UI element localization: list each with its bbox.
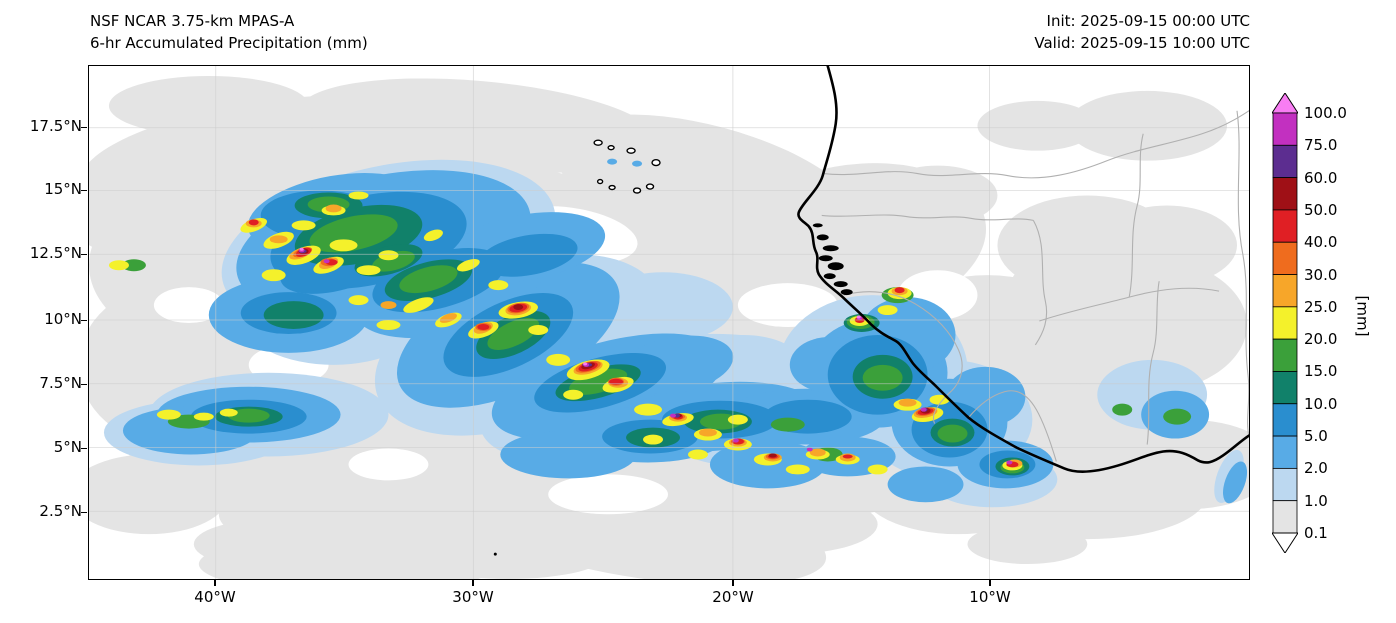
y-tick-label: 7.5°N bbox=[39, 374, 82, 392]
colorbar-tick-label: 0.1 bbox=[1304, 524, 1328, 542]
country-border bbox=[843, 291, 963, 424]
colorbar-tick-label: 1.0 bbox=[1304, 491, 1328, 510]
country-border bbox=[968, 390, 1057, 462]
y-tick-mark bbox=[81, 447, 87, 450]
graticule bbox=[89, 66, 1249, 579]
x-tick-label: 40°W bbox=[194, 588, 236, 606]
y-tick-label: 5°N bbox=[53, 438, 82, 456]
country-borders bbox=[821, 110, 1249, 462]
colorbar-segment bbox=[1272, 435, 1298, 469]
y-tick-label: 15°N bbox=[44, 180, 82, 198]
colorbar-under-arrow bbox=[1271, 532, 1299, 554]
colorbar-segment bbox=[1272, 403, 1298, 437]
coastline bbox=[797, 66, 1249, 473]
y-tick-mark bbox=[81, 189, 87, 192]
colorbar-svg bbox=[1271, 92, 1299, 554]
y-tick-mark bbox=[81, 383, 87, 386]
y-tick-mark bbox=[81, 126, 87, 129]
y-tick-mark bbox=[81, 511, 87, 514]
run-times: Init: 2025-09-15 00:00 UTC Valid: 2025-0… bbox=[1034, 10, 1250, 54]
x-tick-mark bbox=[732, 580, 734, 586]
small-island-dot bbox=[493, 552, 497, 556]
colorbar-segment bbox=[1272, 241, 1298, 275]
x-tick-label: 30°W bbox=[452, 588, 494, 606]
init-time: Init: 2025-09-15 00:00 UTC bbox=[1046, 12, 1250, 30]
precip-blobs bbox=[89, 75, 1249, 579]
colorbar-tick-label: 50.0 bbox=[1304, 200, 1338, 219]
colorbar-segment bbox=[1272, 112, 1298, 146]
country-border bbox=[1032, 220, 1048, 346]
colorbar-segment bbox=[1272, 144, 1298, 179]
colorbar bbox=[1271, 92, 1299, 555]
colorbar-segment bbox=[1272, 274, 1298, 308]
y-tick-label: 17.5°N bbox=[29, 117, 82, 135]
colorbar-over-arrow bbox=[1271, 92, 1299, 114]
variable-name: 6-hr Accumulated Precipitation (mm) bbox=[90, 34, 368, 52]
country-border bbox=[823, 110, 1249, 179]
country-border bbox=[1146, 281, 1160, 445]
colorbar-tick-label: 25.0 bbox=[1304, 297, 1338, 316]
colorbar-tick-label: 30.0 bbox=[1304, 265, 1338, 284]
colorbar-segment bbox=[1272, 500, 1298, 534]
colorbar-segment bbox=[1272, 371, 1298, 405]
colorbar-tick-label: 60.0 bbox=[1304, 168, 1338, 187]
colorbar-tick-label: 20.0 bbox=[1304, 330, 1338, 349]
x-tick-mark bbox=[472, 580, 474, 586]
cape-verde-islands bbox=[593, 139, 661, 194]
y-tick-label: 12.5°N bbox=[29, 244, 82, 262]
colorbar-segment bbox=[1272, 306, 1298, 340]
coastal-estuaries bbox=[812, 223, 853, 296]
colorbar-unit-label: [mm] bbox=[1353, 295, 1372, 337]
colorbar-segment bbox=[1272, 467, 1298, 502]
colorbar-tick-label: 2.0 bbox=[1304, 459, 1328, 478]
x-tick-mark bbox=[989, 580, 991, 586]
valid-time: Valid: 2025-09-15 10:00 UTC bbox=[1034, 34, 1250, 52]
colorbar-segment bbox=[1272, 177, 1298, 211]
x-tick-label: 10°W bbox=[969, 588, 1011, 606]
precipitation-map bbox=[89, 66, 1249, 579]
colorbar-tick-label: 40.0 bbox=[1304, 233, 1338, 252]
colorbar-tick-label: 5.0 bbox=[1304, 427, 1328, 446]
country-border bbox=[1128, 133, 1144, 298]
plot-title: NSF NCAR 3.75-km MPAS-A 6-hr Accumulated… bbox=[90, 10, 368, 54]
x-tick-label: 20°W bbox=[712, 588, 754, 606]
colorbar-segment bbox=[1272, 209, 1298, 243]
country-border bbox=[821, 214, 1034, 221]
colorbar-tick-label: 100.0 bbox=[1304, 104, 1347, 122]
map-axes bbox=[88, 65, 1250, 580]
y-tick-label: 2.5°N bbox=[39, 502, 82, 520]
y-tick-mark bbox=[81, 253, 87, 256]
country-border bbox=[1236, 110, 1249, 437]
y-tick-label: 10°N bbox=[44, 310, 82, 328]
model-name: NSF NCAR 3.75-km MPAS-A bbox=[90, 12, 295, 30]
x-tick-mark bbox=[214, 580, 216, 586]
colorbar-tick-label: 75.0 bbox=[1304, 136, 1338, 155]
colorbar-tick-label: 15.0 bbox=[1304, 362, 1338, 381]
colorbar-segment bbox=[1272, 338, 1298, 372]
colorbar-tick-label: 10.0 bbox=[1304, 394, 1338, 413]
y-tick-mark bbox=[81, 319, 87, 322]
